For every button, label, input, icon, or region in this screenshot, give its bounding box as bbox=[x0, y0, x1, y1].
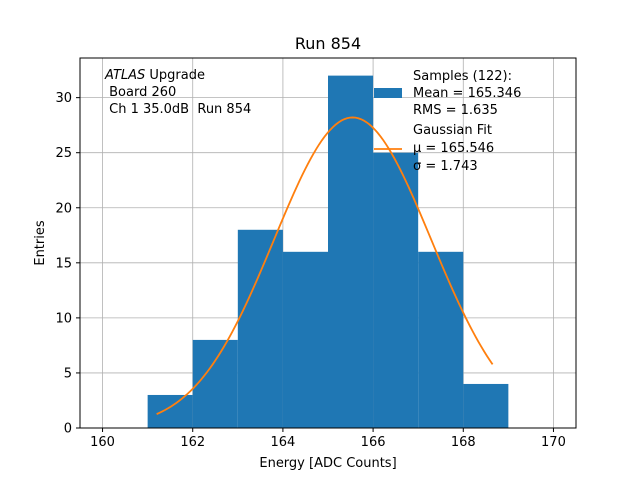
y-tick-label: 30 bbox=[55, 91, 72, 106]
x-tick-label: 164 bbox=[270, 435, 295, 450]
histogram-bar bbox=[418, 251, 464, 428]
y-tick-label: 10 bbox=[55, 311, 72, 326]
legend-fit-mu: μ = 165.546 bbox=[413, 141, 494, 156]
annotation-line-3: Ch 1 35.0dB Run 854 bbox=[105, 102, 251, 117]
histogram-bar bbox=[328, 75, 374, 428]
x-tick-label: 166 bbox=[361, 435, 386, 450]
x-tick-label: 160 bbox=[90, 435, 115, 450]
legend-samples-mean: Mean = 165.346 bbox=[413, 86, 521, 101]
annotation-line-1: ATLAS Upgrade bbox=[104, 68, 205, 83]
annotation-line-2: Board 260 bbox=[105, 85, 176, 100]
x-tick-label: 162 bbox=[180, 435, 205, 450]
legend-fit-label: Gaussian Fit bbox=[413, 123, 492, 138]
gaussian-fit-curve bbox=[156, 116, 494, 415]
legend-samples-rms: RMS = 1.635 bbox=[413, 103, 498, 118]
y-axis-label: Entries bbox=[33, 220, 48, 266]
histogram-bar bbox=[463, 383, 509, 428]
histogram-bar bbox=[192, 339, 238, 428]
histogram-bar bbox=[282, 251, 328, 428]
x-tick-label: 170 bbox=[541, 435, 566, 450]
annotation-upgrade: Upgrade bbox=[145, 68, 205, 83]
y-tick-label: 20 bbox=[55, 201, 72, 216]
histogram-bars bbox=[147, 75, 509, 428]
plot-frame bbox=[79, 57, 577, 429]
legend-samples-swatch bbox=[374, 88, 402, 98]
legend-samples-label: Samples (122): bbox=[413, 69, 512, 84]
y-tick-label: 0 bbox=[64, 422, 72, 437]
axis-ticks: 160 162 164 166 168 170 0 5 10 15 20 25 30 bbox=[55, 91, 565, 450]
histogram-bar bbox=[147, 394, 193, 428]
legend: Samples (122): Mean = 165.346 RMS = 1.63… bbox=[374, 69, 521, 174]
chart-title: Run 854 bbox=[295, 34, 361, 53]
legend-fit-sigma: σ = 1.743 bbox=[413, 159, 478, 174]
gaussian-fit-line bbox=[156, 116, 494, 415]
x-tick-label: 168 bbox=[451, 435, 476, 450]
y-tick-label: 25 bbox=[55, 146, 72, 161]
x-axis-label: Energy [ADC Counts] bbox=[259, 456, 396, 471]
histogram-bar bbox=[237, 229, 283, 428]
histogram-bar bbox=[373, 152, 419, 428]
y-tick-label: 15 bbox=[55, 256, 72, 271]
atlas-annotation: ATLAS Upgrade Board 260 Ch 1 35.0dB Run … bbox=[104, 68, 251, 117]
annotation-atlas: ATLAS bbox=[104, 68, 145, 83]
y-tick-label: 5 bbox=[64, 366, 72, 381]
